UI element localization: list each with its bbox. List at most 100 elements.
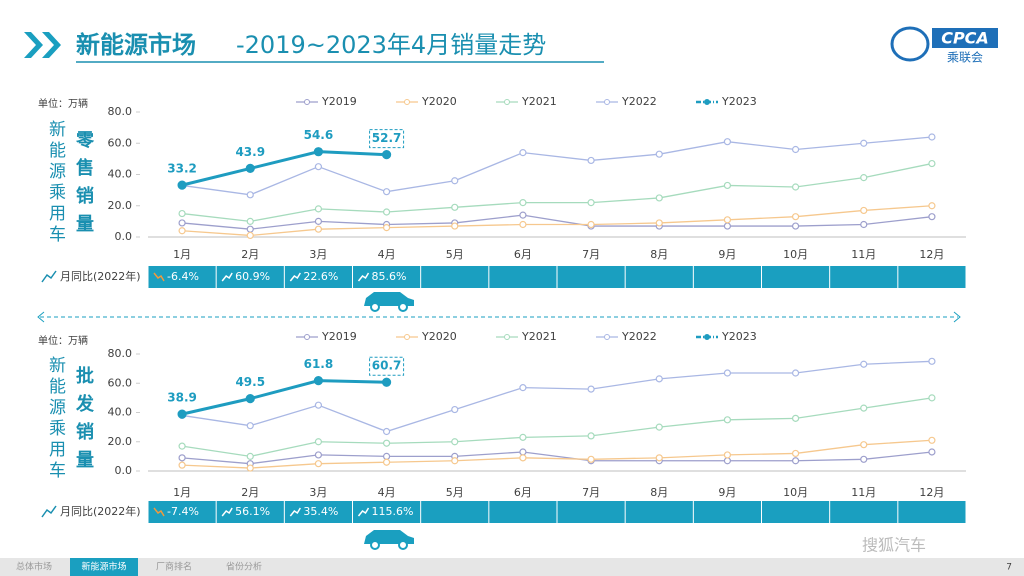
yoy-cell xyxy=(557,266,625,288)
legend-label: Y2019 xyxy=(321,95,357,108)
legend-label: Y2019 xyxy=(321,330,357,343)
x-tick-label: 7月 xyxy=(582,248,600,261)
chevron-icon xyxy=(24,32,43,58)
point xyxy=(381,377,392,387)
point xyxy=(382,224,391,232)
point xyxy=(791,145,800,154)
yoy-cell xyxy=(353,266,421,288)
logo-text: CPCA xyxy=(941,29,989,48)
series-line xyxy=(182,214,932,230)
x-tick-label: 11月 xyxy=(851,486,876,499)
point xyxy=(519,433,527,441)
point xyxy=(246,231,254,240)
point xyxy=(723,416,732,424)
car-icon xyxy=(364,530,414,550)
point xyxy=(860,206,868,215)
point xyxy=(928,213,936,221)
watermark: 搜狐汽车 xyxy=(862,536,926,555)
legend-marker xyxy=(704,334,710,340)
car-icon xyxy=(364,292,414,312)
point xyxy=(178,454,186,462)
yoy-cell xyxy=(421,266,489,288)
point xyxy=(314,163,323,171)
point xyxy=(791,449,800,458)
x-tick-label: 1月 xyxy=(173,486,191,499)
trend-icon xyxy=(289,272,301,282)
x-tick-label: 6月 xyxy=(514,248,532,261)
x-tick-label: 10月 xyxy=(783,486,808,499)
x-tick-label: 1月 xyxy=(173,248,191,261)
legend-label: Y2021 xyxy=(521,95,557,108)
yoy-cell xyxy=(830,266,898,288)
point xyxy=(791,414,800,422)
unit-label: 单位：万辆 xyxy=(38,97,88,110)
series-line xyxy=(182,205,932,237)
y-tick-label: 40.0 xyxy=(108,168,133,181)
point xyxy=(178,461,186,469)
x-tick-label: 5月 xyxy=(446,486,464,499)
point xyxy=(519,220,527,229)
point xyxy=(928,133,936,141)
yoy-value: 115.6% xyxy=(372,505,414,518)
x-tick-label: 8月 xyxy=(650,248,668,261)
trend-icon xyxy=(289,507,301,517)
x-tick-label: 2月 xyxy=(241,248,259,261)
point xyxy=(928,394,936,402)
point xyxy=(723,457,732,465)
point xyxy=(382,439,391,447)
point xyxy=(723,222,732,230)
point xyxy=(313,376,324,386)
point xyxy=(246,452,254,460)
x-tick-label: 7月 xyxy=(582,486,600,499)
point xyxy=(587,455,595,463)
point xyxy=(860,455,868,463)
point xyxy=(451,405,459,414)
point xyxy=(177,180,187,190)
point xyxy=(655,150,663,158)
point xyxy=(723,451,732,459)
legend-marker xyxy=(604,334,610,340)
point xyxy=(519,384,527,392)
trend-icon xyxy=(153,507,165,517)
yoy-cell xyxy=(762,501,830,523)
data-label: 43.9 xyxy=(235,145,265,159)
legend-label: Y2022 xyxy=(621,95,657,108)
point xyxy=(723,216,732,224)
y-tick-label: 80.0 xyxy=(108,105,133,118)
x-tick-label: 12月 xyxy=(919,486,944,499)
logo-sub: 乘联会 xyxy=(947,51,983,65)
separator-arrow xyxy=(953,311,961,323)
point xyxy=(860,139,868,147)
series-line xyxy=(181,397,933,458)
point xyxy=(587,156,595,165)
point xyxy=(314,205,323,213)
yoy-cell xyxy=(284,501,352,523)
point xyxy=(246,225,254,233)
yoy-cell xyxy=(625,266,693,288)
point xyxy=(587,385,595,393)
x-tick-label: 3月 xyxy=(309,248,327,261)
yoy-cell xyxy=(284,266,352,288)
x-tick-label: 9月 xyxy=(718,248,736,261)
point xyxy=(655,454,663,462)
legend-marker xyxy=(304,99,310,105)
data-label: 54.6 xyxy=(304,128,334,142)
series-line xyxy=(181,136,932,196)
footer-tab-label: 省份分析 xyxy=(226,561,262,573)
point xyxy=(451,203,459,211)
series-line xyxy=(181,150,387,187)
legend-label: Y2020 xyxy=(421,330,457,343)
point xyxy=(246,217,254,225)
point xyxy=(178,219,186,227)
x-tick-label: 9月 xyxy=(718,486,736,499)
point xyxy=(451,177,459,185)
point xyxy=(177,409,187,419)
x-tick-label: 3月 xyxy=(309,486,327,499)
side-label: 新能源乘用车 xyxy=(45,120,65,246)
yoy-value: -6.4% xyxy=(167,270,199,283)
point xyxy=(791,222,800,230)
logo-emblem xyxy=(890,26,930,62)
x-tick-label: 4月 xyxy=(378,248,396,261)
